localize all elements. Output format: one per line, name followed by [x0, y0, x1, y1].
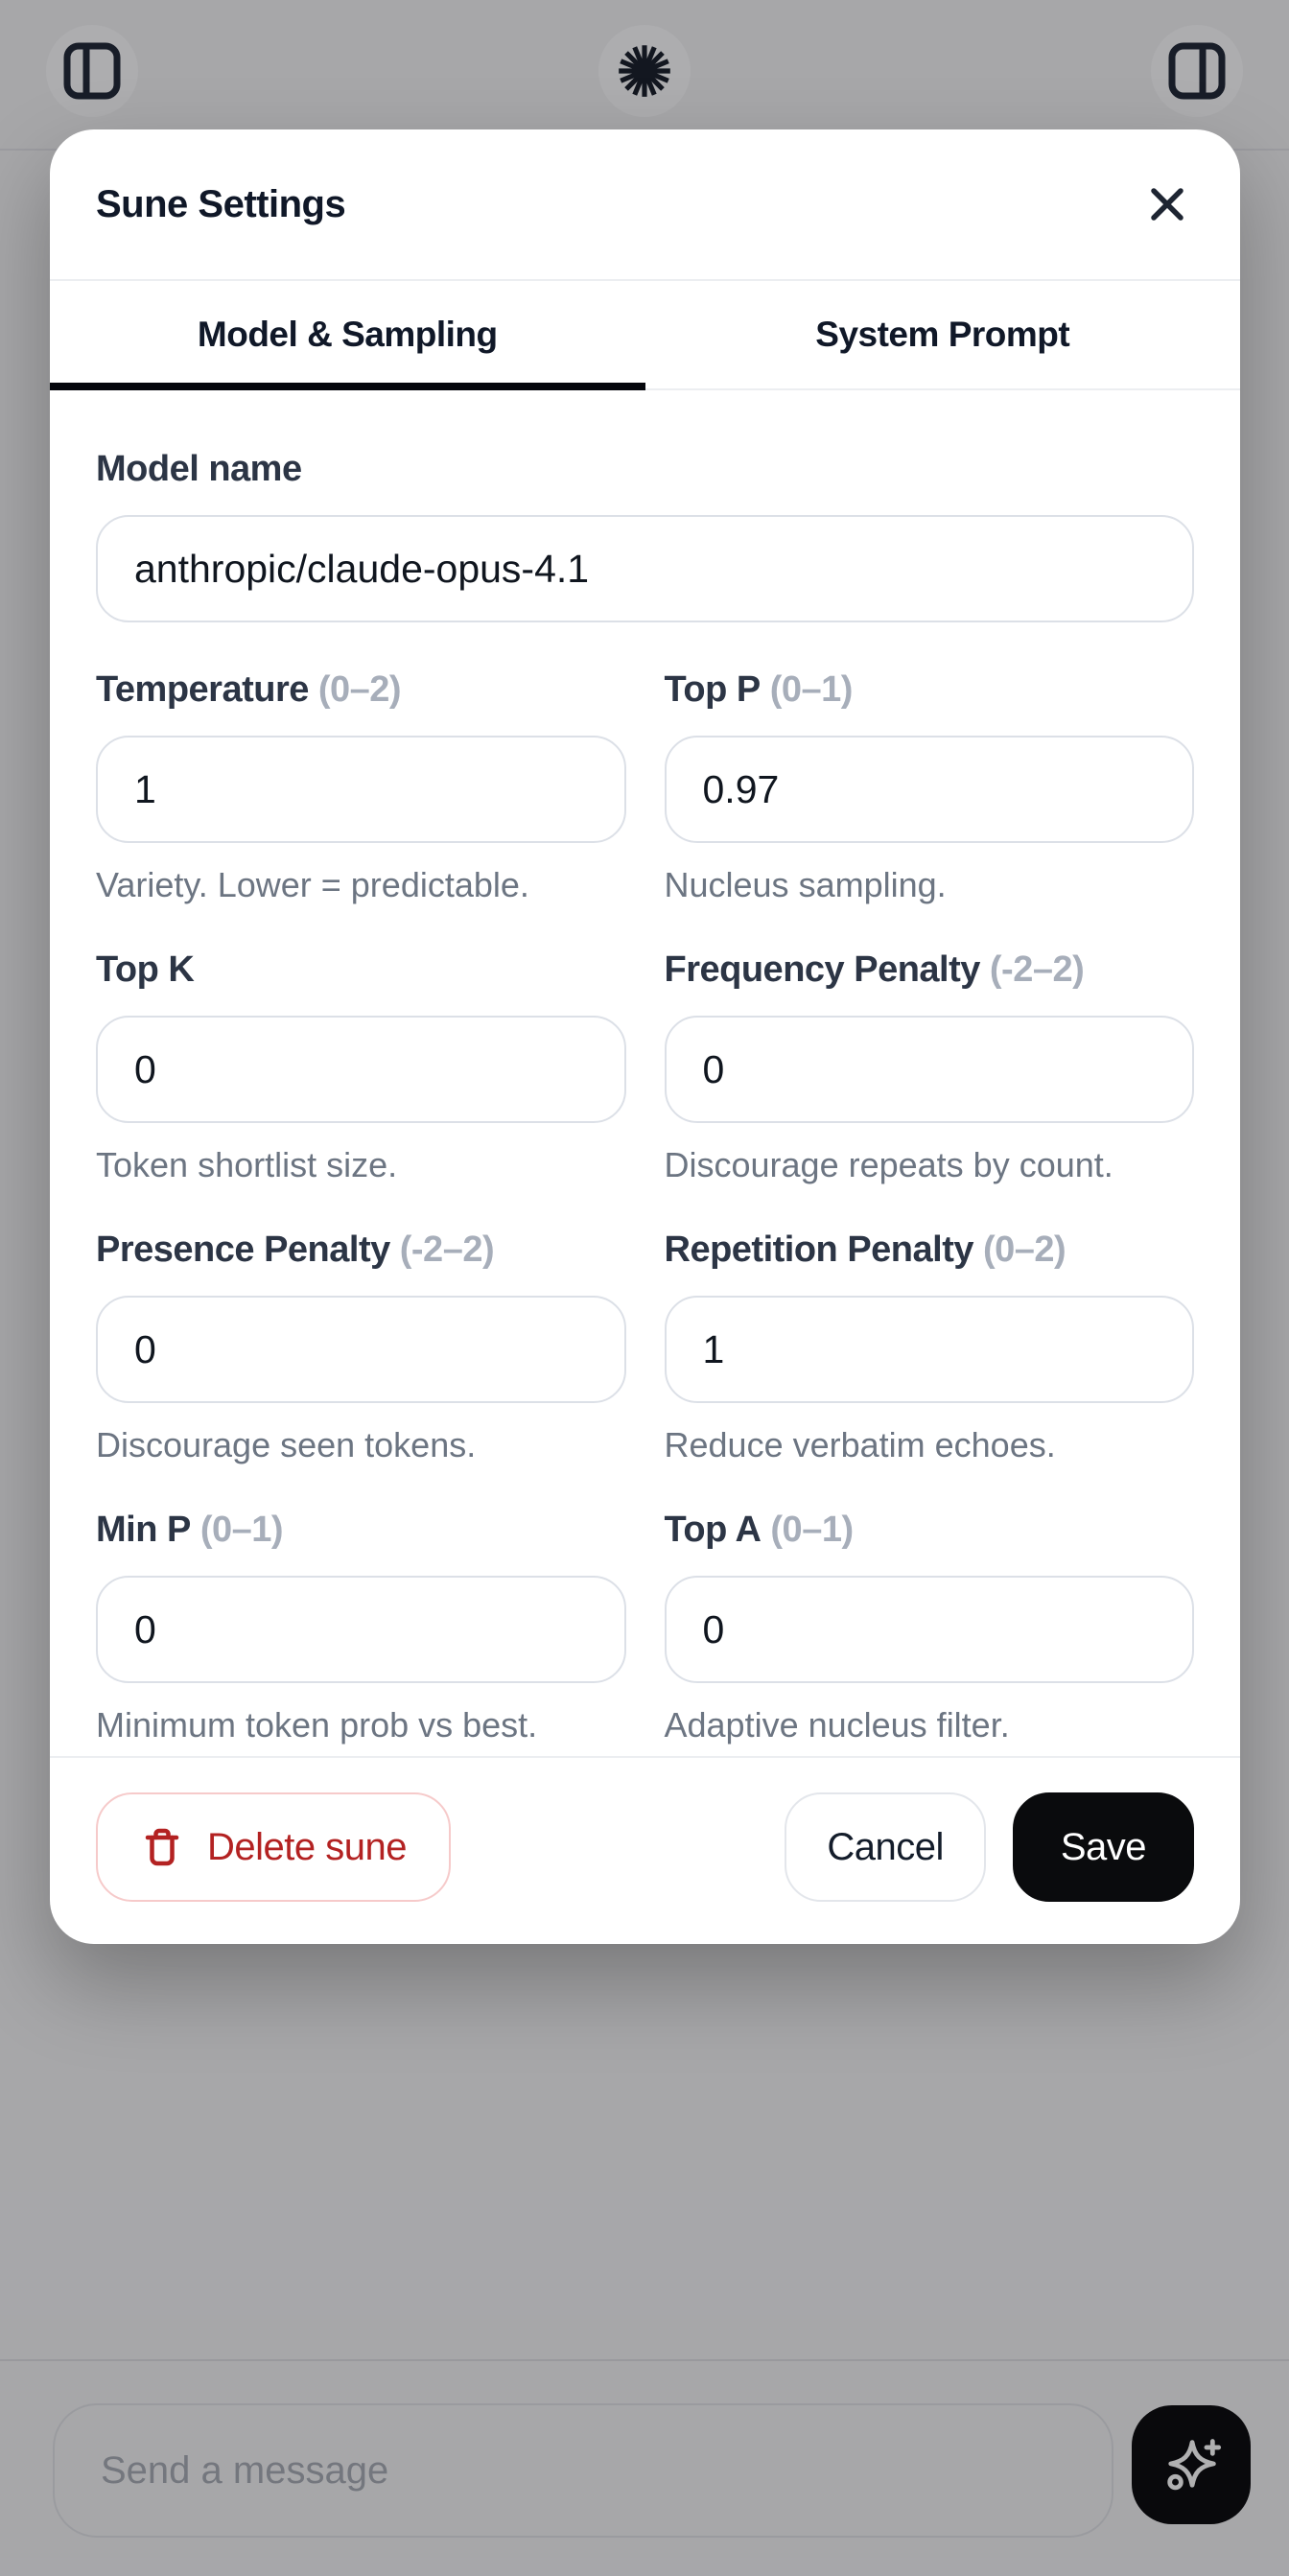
field-frequency-penalty: Frequency Penalty(-2–2) Discourage repea… — [664, 947, 1194, 1186]
tab-model-sampling[interactable]: Model & Sampling — [50, 281, 645, 390]
field-presence-penalty: Presence Penalty(-2–2) Discourage seen t… — [96, 1227, 626, 1466]
field-range: (0–1) — [199, 1510, 284, 1550]
delete-sune-label: Delete sune — [207, 1825, 407, 1868]
field-range: (-2–2) — [399, 1229, 495, 1270]
temperature-input[interactable] — [96, 736, 626, 843]
dialog-header: Sune Settings — [50, 129, 1240, 281]
field-top-k: Top K Token shortlist size. — [96, 947, 626, 1186]
field-range: (0–1) — [769, 669, 854, 710]
repetition-penalty-input[interactable] — [664, 1296, 1194, 1403]
field-hint: Variety. Lower = predictable. — [96, 865, 529, 904]
close-icon — [1146, 183, 1188, 225]
top-k-input[interactable] — [96, 1016, 626, 1123]
sune-settings-dialog: Sune Settings Model & Sampling System Pr… — [50, 129, 1240, 1944]
send-button[interactable] — [1132, 2405, 1251, 2524]
sparkles-icon — [1159, 2432, 1224, 2497]
field-hint: Discourage repeats by count. — [664, 1145, 1113, 1184]
frequency-penalty-input[interactable] — [664, 1016, 1194, 1123]
model-name-input[interactable] — [96, 515, 1194, 622]
field-label: Repetition Penalty — [664, 1229, 974, 1270]
field-min-p: Min P(0–1) Minimum token prob vs best. — [96, 1507, 626, 1746]
tab-system-prompt[interactable]: System Prompt — [815, 315, 1070, 354]
field-label: Temperature — [96, 669, 309, 710]
field-hint: Token shortlist size. — [96, 1145, 398, 1184]
field-label: Top A — [664, 1510, 762, 1550]
top-a-input[interactable] — [664, 1576, 1194, 1683]
message-input[interactable] — [53, 2403, 1113, 2538]
field-hint: Adaptive nucleus filter. — [664, 1705, 1010, 1745]
field-label: Presence Penalty — [96, 1229, 390, 1270]
field-hint: Nucleus sampling. — [664, 865, 947, 904]
field-model-name: Model name — [96, 446, 1194, 622]
tab-bar: Model & Sampling System Prompt — [50, 281, 1240, 390]
field-label: Top K — [96, 949, 195, 990]
model-name-label: Model name — [96, 449, 302, 489]
dialog-title: Sune Settings — [96, 182, 346, 225]
field-label: Min P — [96, 1510, 191, 1550]
topbar — [0, 0, 1289, 151]
field-hint: Minimum token prob vs best. — [96, 1705, 538, 1745]
top-p-input[interactable] — [664, 736, 1194, 843]
settings-form: Model name Temperature(0–2) Variety. Low… — [50, 390, 1240, 1756]
field-top-p: Top P(0–1) Nucleus sampling. — [664, 667, 1194, 906]
cancel-button[interactable]: Cancel — [785, 1792, 986, 1902]
field-hint: Reduce verbatim echoes. — [664, 1425, 1056, 1464]
starburst-icon — [613, 39, 676, 103]
field-range: (-2–2) — [989, 949, 1085, 990]
sune-logo-button[interactable] — [598, 25, 691, 117]
composer-divider — [0, 2359, 1289, 2361]
panel-left-icon — [62, 41, 122, 101]
field-repetition-penalty: Repetition Penalty(0–2) Reduce verbatim … — [664, 1227, 1194, 1466]
close-button[interactable] — [1140, 177, 1194, 231]
delete-sune-button[interactable]: Delete sune — [96, 1792, 451, 1902]
trash-icon — [140, 1825, 184, 1869]
field-hint: Discourage seen tokens. — [96, 1425, 477, 1464]
sampling-grid: Temperature(0–2) Variety. Lower = predic… — [96, 667, 1194, 1746]
save-button[interactable]: Save — [1012, 1792, 1194, 1902]
presence-penalty-input[interactable] — [96, 1296, 626, 1403]
field-range: (0–2) — [317, 669, 402, 710]
dialog-footer: Delete sune Cancel Save — [50, 1756, 1240, 1944]
min-p-input[interactable] — [96, 1576, 626, 1683]
field-range: (0–2) — [983, 1229, 1066, 1270]
field-temperature: Temperature(0–2) Variety. Lower = predic… — [96, 667, 626, 906]
field-range: (0–1) — [770, 1510, 854, 1550]
footer-actions: Cancel Save — [785, 1792, 1194, 1902]
panel-right-icon — [1167, 41, 1227, 101]
field-label: Frequency Penalty — [664, 949, 981, 990]
field-label: Top P — [664, 669, 762, 710]
field-top-a: Top A(0–1) Adaptive nucleus filter. — [664, 1507, 1194, 1746]
sidebar-toggle-button[interactable] — [46, 25, 138, 117]
right-panel-toggle-button[interactable] — [1151, 25, 1243, 117]
